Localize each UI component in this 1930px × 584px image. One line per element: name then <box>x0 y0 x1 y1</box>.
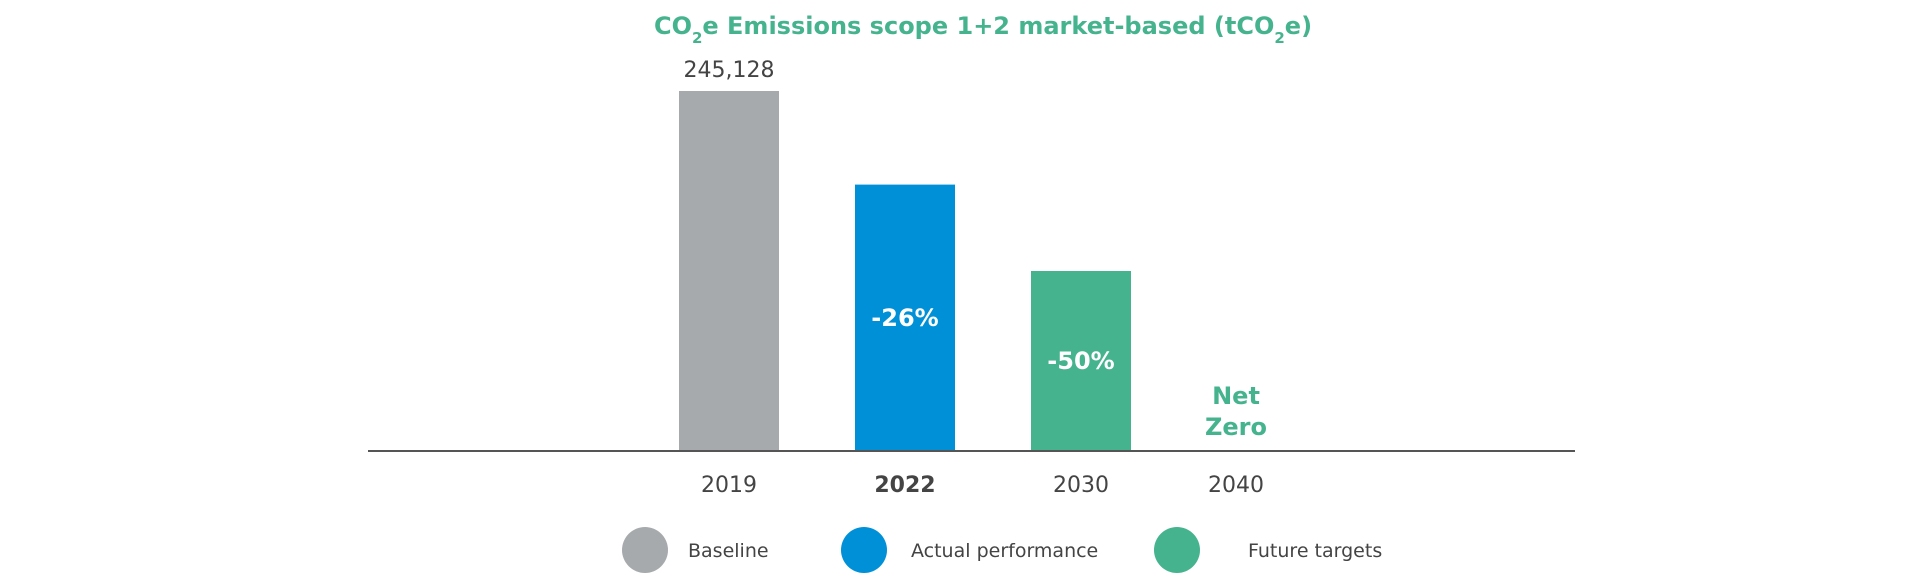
bar-value-label-2019: 245,128 <box>684 58 775 83</box>
net-zero-label: Net Zero <box>1205 382 1267 441</box>
x-tick-labels-group: 2019 2022 2030 2040 <box>701 473 1264 498</box>
legend: Baseline Actual performance Future targets <box>622 527 1382 573</box>
legend-swatch <box>622 527 668 573</box>
legend-item-future-targets: Future targets <box>1154 527 1382 573</box>
bar-2019 <box>679 91 779 451</box>
legend-label: Actual performance <box>911 540 1098 562</box>
x-tick-label-2022: 2022 <box>874 473 935 498</box>
legend-label: Future targets <box>1248 540 1382 562</box>
chart-title: CO2e Emissions scope 1+2 market-based (t… <box>654 12 1312 47</box>
bar-2030 <box>1031 271 1131 451</box>
x-tick-label-2040: 2040 <box>1208 473 1264 498</box>
bar-change-label-2030: -50% <box>1047 347 1114 375</box>
legend-item-actual-performance: Actual performance <box>841 527 1098 573</box>
chart-title-group: CO2e Emissions scope 1+2 market-based (t… <box>654 12 1312 47</box>
bar-change-label-2022: -26% <box>871 304 938 332</box>
legend-swatch <box>841 527 887 573</box>
legend-label: Baseline <box>688 540 769 562</box>
bar-2022 <box>855 184 955 451</box>
x-tick-label-2019: 2019 <box>701 473 757 498</box>
legend-item-baseline: Baseline <box>622 527 769 573</box>
bars-group: 245,128 -26% -50% Net Zero <box>679 58 1267 451</box>
legend-swatch <box>1154 527 1200 573</box>
x-tick-label-2030: 2030 <box>1053 473 1109 498</box>
